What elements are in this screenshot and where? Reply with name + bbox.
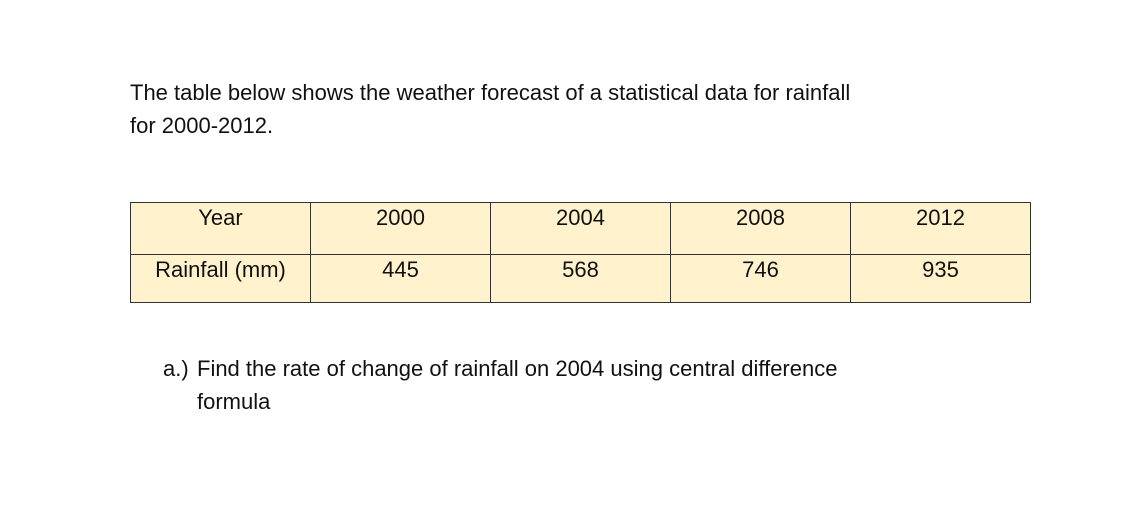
table-cell: 2000 (310, 202, 491, 255)
table-cell: 2008 (670, 202, 851, 255)
table-cell: 746 (670, 254, 851, 303)
intro: The table below shows the weather foreca… (130, 76, 850, 142)
question-text: Find the rate of change of rainfall on 2… (197, 352, 837, 418)
table-row: Rainfall (mm) 445 568 746 935 (130, 254, 1031, 303)
intro-line: The table below shows the weather foreca… (130, 80, 851, 105)
question-line: formula (197, 389, 271, 414)
row-header: Rainfall (mm) (130, 254, 311, 303)
table-cell: 568 (490, 254, 671, 303)
table-cell: 2004 (490, 202, 671, 255)
question-label: a.) (163, 356, 189, 381)
table-cell: 445 (310, 254, 491, 303)
table-cell: 935 (850, 254, 1031, 303)
rainfall-table: Year 2000 2004 2008 2012 Rainfall (mm) 445 568 7… (130, 202, 1031, 303)
table-cell: 2012 (850, 202, 1031, 255)
intro-line: for 2000-2012. (130, 113, 274, 138)
question-line: Find the rate of change of rainfall on 2… (197, 356, 838, 381)
table-row: Year 2000 2004 2008 2012 (130, 202, 1031, 255)
row-header: Year (130, 202, 311, 255)
